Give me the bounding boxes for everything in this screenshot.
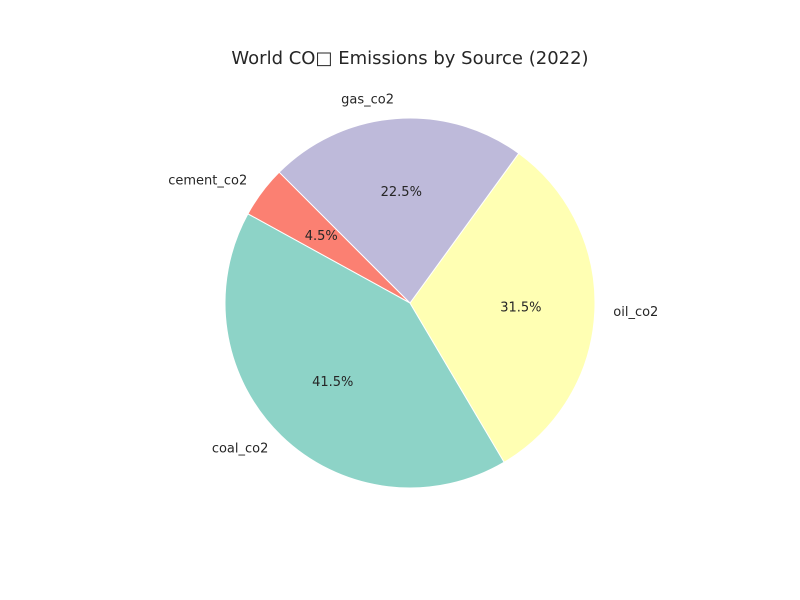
pie-labels: cement_co2 4.5% coal_co2 41.5% oil_co2 31.5% g… [168, 93, 658, 457]
slice-pct-cement-co2: 4.5% [305, 229, 338, 244]
slice-label-cement-co2: cement_co2 [168, 173, 247, 188]
slice-pct-coal-co2: 41.5% [312, 375, 353, 390]
pie-slices [224, 117, 596, 489]
slice-pct-gas-co2: 22.5% [381, 185, 422, 200]
slice-pct-oil-co2: 31.5% [500, 301, 541, 316]
slice-label-coal-co2: coal_co2 [212, 442, 269, 457]
pie-slice-oil-co2 [409, 152, 596, 463]
pie-slice-gas-co2 [278, 117, 520, 304]
slice-label-oil-co2: oil_co2 [613, 305, 658, 320]
slice-label-gas-co2: gas_co2 [341, 93, 394, 108]
chart-title: World CO□ Emissions by Source (2022) [231, 48, 588, 69]
pie-slice-coal-co2 [224, 213, 505, 489]
